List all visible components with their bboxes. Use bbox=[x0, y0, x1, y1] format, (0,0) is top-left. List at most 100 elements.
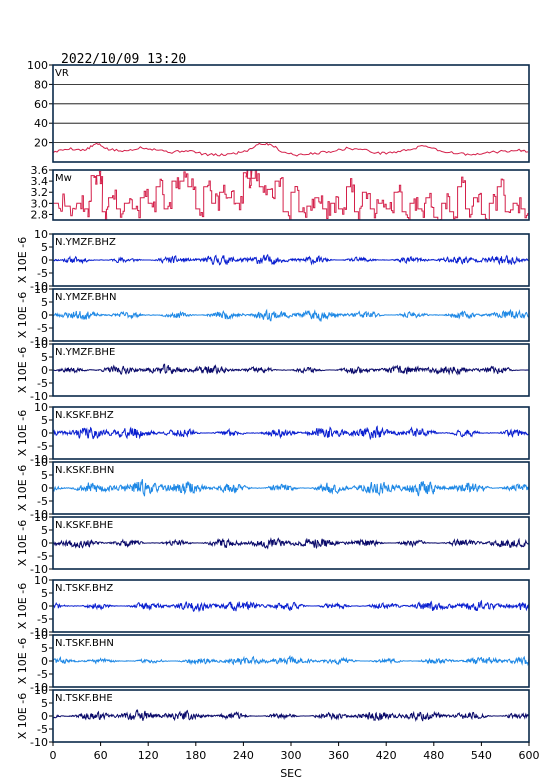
x-axis-label: SEC bbox=[280, 767, 302, 780]
x-axis: 0 60 120 180 240 300 360 420 480 540 600 bbox=[50, 742, 540, 762]
y-tick-label: 5 bbox=[41, 697, 48, 710]
y-tick-label: 0 bbox=[41, 710, 48, 723]
y-tick-label: -10 bbox=[30, 563, 48, 576]
panel-frame bbox=[52, 634, 530, 688]
y-tick-label: 5 bbox=[41, 351, 48, 364]
y-tick-label: 10 bbox=[34, 629, 48, 642]
y-tick-label: -5 bbox=[37, 723, 48, 736]
series-line bbox=[53, 425, 529, 441]
x-tick-label: 60 bbox=[94, 749, 108, 762]
y-tick-label: -10 bbox=[30, 390, 48, 403]
panel-label: N.YMZF.BHE bbox=[55, 347, 115, 358]
panel-label: N.TSKF.BHZ bbox=[55, 583, 113, 594]
y-tick-label: -10 bbox=[30, 736, 48, 749]
panel-frame bbox=[52, 406, 530, 460]
panel-frame bbox=[52, 343, 530, 397]
x-tick-label: 360 bbox=[328, 749, 349, 762]
y-tick-label: 2.8 bbox=[31, 208, 49, 221]
panel-label: N.YMZF.BHZ bbox=[55, 237, 116, 248]
x-tick-label: 0 bbox=[50, 749, 57, 762]
series-line bbox=[53, 708, 529, 723]
y-unit-label: X 10E -6 bbox=[16, 292, 29, 338]
series-line bbox=[53, 655, 529, 667]
y-tick-label: -5 bbox=[37, 267, 48, 280]
x-tick-label: 540 bbox=[471, 749, 492, 762]
y-tick-label: 10 bbox=[34, 574, 48, 587]
y-tick-label: -10 bbox=[30, 681, 48, 694]
y-tick-label: 10 bbox=[34, 283, 48, 296]
x-tick-label: 480 bbox=[423, 749, 444, 762]
y-unit-label: X 10E -6 bbox=[16, 465, 29, 511]
y-tick-label: 100 bbox=[27, 59, 48, 72]
panel-n-ymzf-bhz: -10-505 10 X 10E -6 N.YMZF.BHZ bbox=[16, 228, 530, 293]
y-tick-label: 0 bbox=[41, 482, 48, 495]
y-tick-label: 0 bbox=[41, 254, 48, 267]
series-line bbox=[53, 170, 529, 220]
panel-frame bbox=[52, 461, 530, 515]
y-tick-label: -10 bbox=[30, 508, 48, 521]
y-tick-label: -5 bbox=[37, 668, 48, 681]
panel-frame bbox=[52, 169, 530, 221]
panel-frame bbox=[52, 516, 530, 570]
y-tick-label: 0 bbox=[41, 655, 48, 668]
y-tick-label: 5 bbox=[41, 587, 48, 600]
y-tick-label: -10 bbox=[30, 453, 48, 466]
y-tick-label: 0 bbox=[41, 309, 48, 322]
x-tick-label: 300 bbox=[281, 749, 302, 762]
y-unit-label: X 10E -6 bbox=[16, 693, 29, 739]
panel-label: N.TSKF.BHN bbox=[55, 638, 114, 649]
y-tick-label: -5 bbox=[37, 377, 48, 390]
y-tick-label: 10 bbox=[34, 401, 48, 414]
y-tick-label: 0 bbox=[41, 600, 48, 613]
y-unit-label: X 10E -6 bbox=[16, 520, 29, 566]
y-tick-label: 5 bbox=[41, 241, 48, 254]
y-tick-label: 80 bbox=[34, 78, 48, 91]
panel-label: VR bbox=[55, 68, 69, 79]
panel-label: N.KSKF.BHE bbox=[55, 520, 113, 531]
panel-frame bbox=[52, 579, 530, 633]
x-tick-label: 120 bbox=[138, 749, 159, 762]
y-tick-label: 3.4 bbox=[31, 175, 49, 188]
y-tick-label: -5 bbox=[37, 440, 48, 453]
y-tick-label: 60 bbox=[34, 98, 48, 111]
y-tick-label: 0 bbox=[41, 537, 48, 550]
panel-label: N.YMZF.BHN bbox=[55, 292, 116, 303]
panel-label: N.TSKF.BHE bbox=[55, 693, 113, 704]
y-tick-label: 10 bbox=[34, 511, 48, 524]
y-tick-label: 40 bbox=[34, 117, 48, 130]
series-line bbox=[53, 479, 529, 497]
y-tick-label: -5 bbox=[37, 495, 48, 508]
y-unit-label: X 10E -6 bbox=[16, 237, 29, 283]
y-tick-label: 5 bbox=[41, 524, 48, 537]
panel-vr: 20 40 60 80 100 VR bbox=[27, 59, 530, 163]
panels: 20406080100VR2.83.03.23.43.6Mw-10-50510X… bbox=[16, 59, 530, 749]
y-tick-label: -5 bbox=[37, 550, 48, 563]
timestamp-title: 2022/10/09 13:20 bbox=[61, 52, 186, 67]
y-tick-label: 5 bbox=[41, 469, 48, 482]
panel-label: N.KSKF.BHN bbox=[55, 465, 114, 476]
series-line bbox=[53, 308, 529, 323]
x-tick-label: 240 bbox=[233, 749, 254, 762]
y-tick-label: 5 bbox=[41, 296, 48, 309]
series-line bbox=[53, 253, 529, 266]
y-tick-label: 3.6 bbox=[31, 164, 49, 177]
x-tick-label: 600 bbox=[519, 749, 540, 762]
y-tick-label: -5 bbox=[37, 322, 48, 335]
y-tick-label: 10 bbox=[34, 338, 48, 351]
y-tick-label: 3.2 bbox=[31, 186, 49, 199]
y-tick-label: 5 bbox=[41, 642, 48, 655]
y-tick-label: -10 bbox=[30, 280, 48, 293]
y-tick-label: 5 bbox=[41, 414, 48, 427]
panel-label: Mw bbox=[55, 173, 72, 184]
series-line bbox=[53, 363, 529, 376]
y-tick-label: -5 bbox=[37, 613, 48, 626]
series-line bbox=[53, 537, 529, 550]
